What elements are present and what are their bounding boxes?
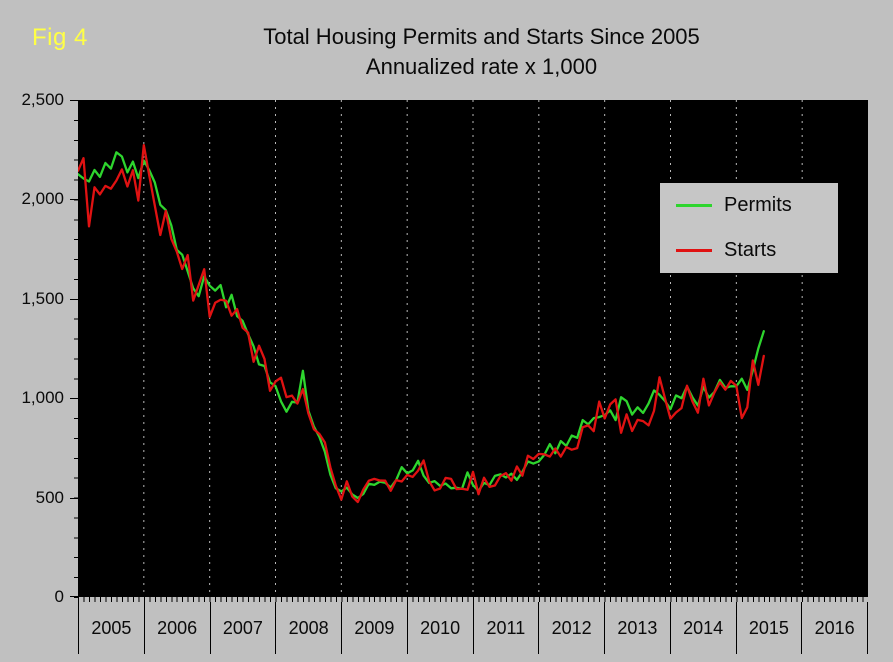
starts-line-swatch: [676, 249, 712, 252]
y-tick-label: 2,000: [21, 189, 64, 208]
chart-title-block: Total Housing Permits and Starts Since 2…: [90, 22, 873, 82]
x-tick-label: 2008: [275, 602, 341, 654]
chart-subtitle: Annualized rate x 1,000: [365, 54, 598, 79]
x-tick-label: 2016: [801, 602, 868, 654]
x-tick-label: 2009: [341, 602, 407, 654]
y-tick-label: 1,500: [21, 289, 64, 308]
legend-item-starts: Starts: [660, 228, 838, 273]
legend-label-starts: Starts: [724, 239, 777, 261]
x-tick-label: 2014: [669, 602, 736, 654]
x-axis-monthly-ticks: [78, 597, 868, 602]
x-tick-label: 2010: [406, 602, 473, 654]
x-tick-label: 2011: [472, 602, 539, 654]
x-tick-label: 2013: [604, 602, 670, 654]
chart-title: Total Housing Permits and Starts Since 2…: [263, 24, 700, 49]
legend-item-permits: Permits: [660, 183, 838, 228]
y-axis-labels: 2,500 2,000 1,500 1,000 500 0: [0, 90, 68, 610]
x-tick-label: 2005: [78, 602, 144, 654]
x-axis-labels: 2005 2006 2007 2008 2009 2010 2011 2012 …: [78, 602, 868, 654]
legend-label-permits: Permits: [724, 194, 792, 216]
figure-number: Fig 4: [32, 24, 88, 51]
y-tick-label: 500: [35, 488, 64, 507]
y-tick-label: 0: [54, 587, 64, 606]
y-tick-label: 2,500: [21, 90, 64, 109]
x-tick-label: 2012: [538, 602, 604, 654]
permits-line-swatch: [676, 204, 712, 207]
x-tick-label: 2007: [209, 602, 276, 654]
chart-canvas: [78, 100, 803, 597]
legend: Permits Starts: [660, 183, 838, 273]
x-tick-label: 2006: [143, 602, 210, 654]
x-tick-label: 2015: [735, 602, 802, 654]
plot-area: Permits Starts: [78, 100, 868, 597]
y-axis-minor-ticks: [74, 100, 78, 598]
y-tick-label: 1,000: [21, 388, 64, 407]
